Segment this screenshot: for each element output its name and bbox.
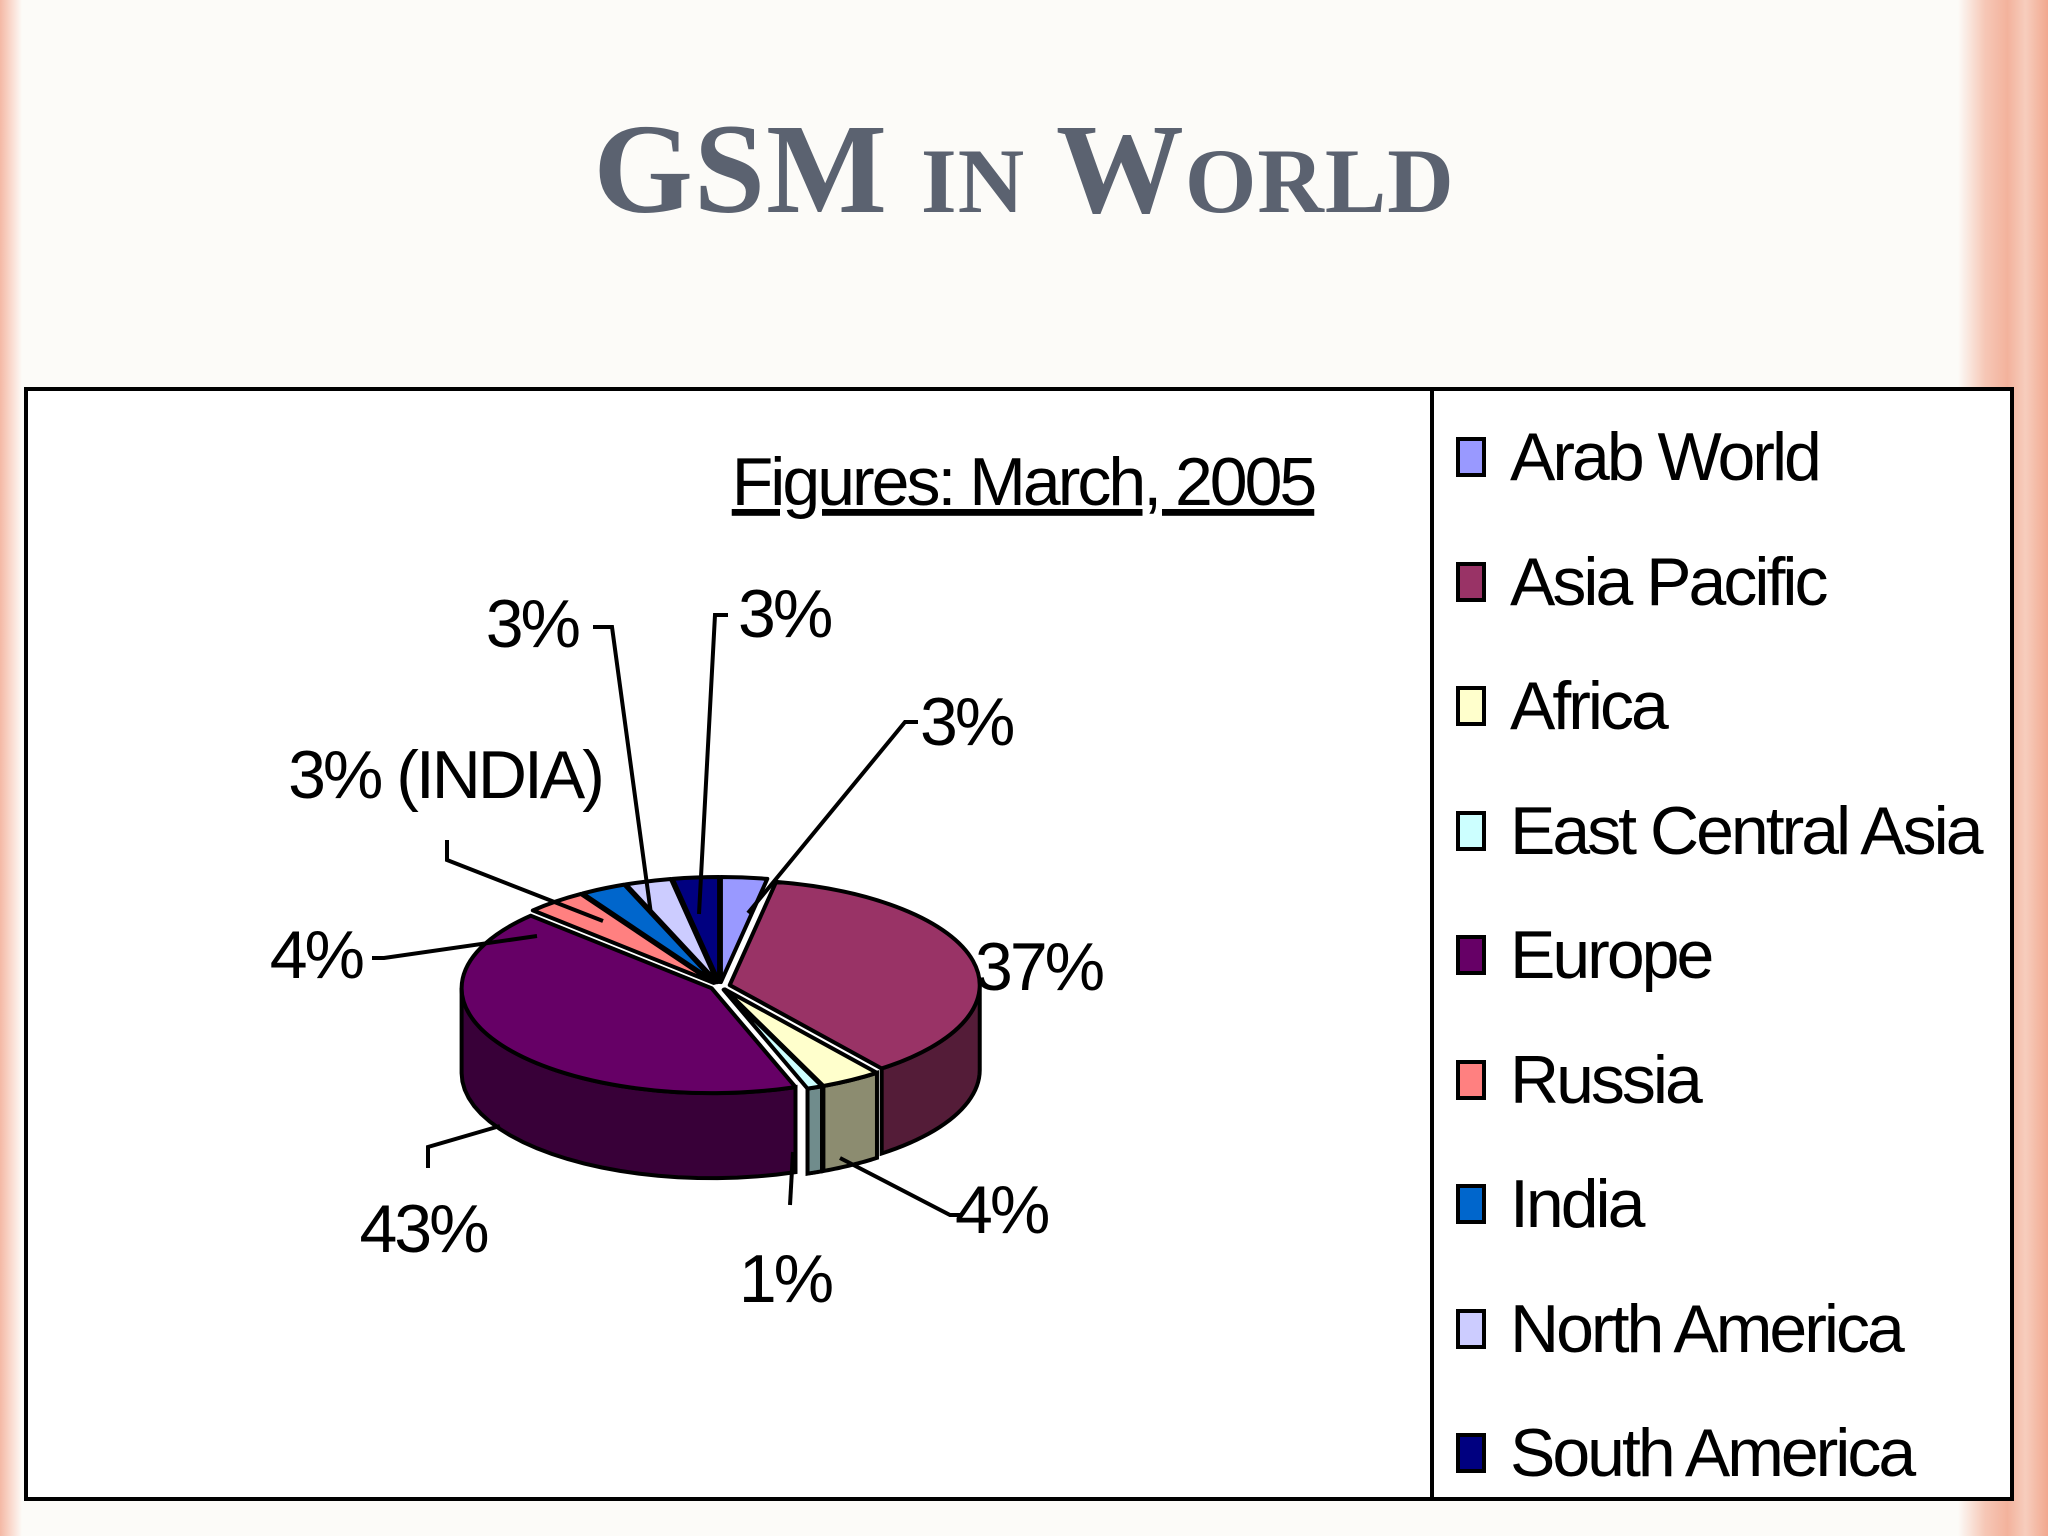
legend-swatch: [1456, 561, 1486, 602]
legend-label: Arab World: [1510, 419, 1822, 495]
leader-line-india: [445, 840, 604, 923]
leader-line-africa: [839, 1156, 962, 1217]
legend-item-east-central-asia: East Central Asia: [1456, 791, 1984, 871]
legend-item-india: India: [1456, 1164, 1645, 1244]
leader-line-north-america: [593, 625, 653, 915]
legend-item-north-america: North America: [1456, 1289, 1905, 1369]
legend-label: South America: [1510, 1415, 1916, 1491]
data-label-asia-pacific: 37%: [975, 929, 1104, 1005]
data-label-north-america: 3%: [486, 586, 580, 662]
legend-item-arab-world: Arab World: [1456, 417, 1822, 497]
pie-slice-east-central-asia: [721, 987, 825, 1091]
chart-subtitle: Figures: March, 2005: [732, 444, 1315, 520]
chart-frame: [24, 387, 2014, 1501]
legend-swatch: [1456, 935, 1486, 975]
data-label-east-central-asia: 1%: [739, 1241, 833, 1317]
title-part-3: W: [1025, 98, 1185, 240]
pie-slice-south-america: [670, 875, 722, 985]
leader-line-russia: [372, 934, 538, 960]
legend-label: East Central Asia: [1510, 792, 1984, 869]
legend-swatch: [1456, 1059, 1486, 1100]
leader-line-south-america: [697, 613, 728, 915]
legend-item-africa: Africa: [1456, 666, 1669, 746]
data-label-europe: 43%: [359, 1191, 488, 1267]
legend-label: Asia Pacific: [1510, 543, 1828, 620]
legend-item-asia-pacific: Asia Pacific: [1456, 542, 1828, 622]
legend-swatch: [1456, 686, 1486, 726]
legend-swatch: [1456, 1184, 1486, 1224]
legend-label: Europe: [1510, 917, 1714, 993]
legend-item-south-america: South America: [1456, 1413, 1916, 1493]
title-part-4: ORLD: [1184, 130, 1455, 232]
leader-line-east-central-asia: [788, 1151, 795, 1206]
legend-label: India: [1510, 1166, 1645, 1242]
title-part-1: GSM: [593, 98, 921, 240]
data-label-india: 3% (INDIA): [288, 737, 602, 813]
legend-item-europe: Europe: [1456, 915, 1714, 995]
pie-slice-side-east-central-asia: [805, 1083, 825, 1176]
pie-slice-asia-pacific: [727, 879, 982, 1071]
legend-label: Russia: [1510, 1041, 1703, 1118]
pie-slice-europe: [459, 913, 798, 1096]
chart-legend: Arab World Asia Pacific Africa East Central…: [1430, 387, 2000, 1501]
data-label-south-america: 3%: [738, 576, 832, 652]
data-label-russia: 4%: [270, 917, 364, 993]
data-label-africa: 4%: [955, 1172, 1049, 1248]
leader-line-europe: [426, 1124, 501, 1168]
legend-swatch: [1456, 810, 1486, 851]
legend-label: North America: [1510, 1290, 1905, 1367]
leader-line-arab-world: [746, 720, 918, 915]
legend-swatch: [1456, 437, 1486, 477]
pie-slice-side-africa: [821, 1070, 879, 1174]
title-part-2: IN: [920, 130, 1026, 232]
legend-swatch: [1456, 1433, 1486, 1473]
data-label-arab-world: 3%: [920, 684, 1014, 760]
slide-title: GSM IN WORLD: [0, 105, 2048, 233]
slide-left-border: [0, 0, 22, 1536]
legend-item-russia: Russia: [1456, 1040, 1703, 1120]
legend-swatch: [1456, 1308, 1486, 1349]
legend-label: Africa: [1510, 668, 1669, 744]
